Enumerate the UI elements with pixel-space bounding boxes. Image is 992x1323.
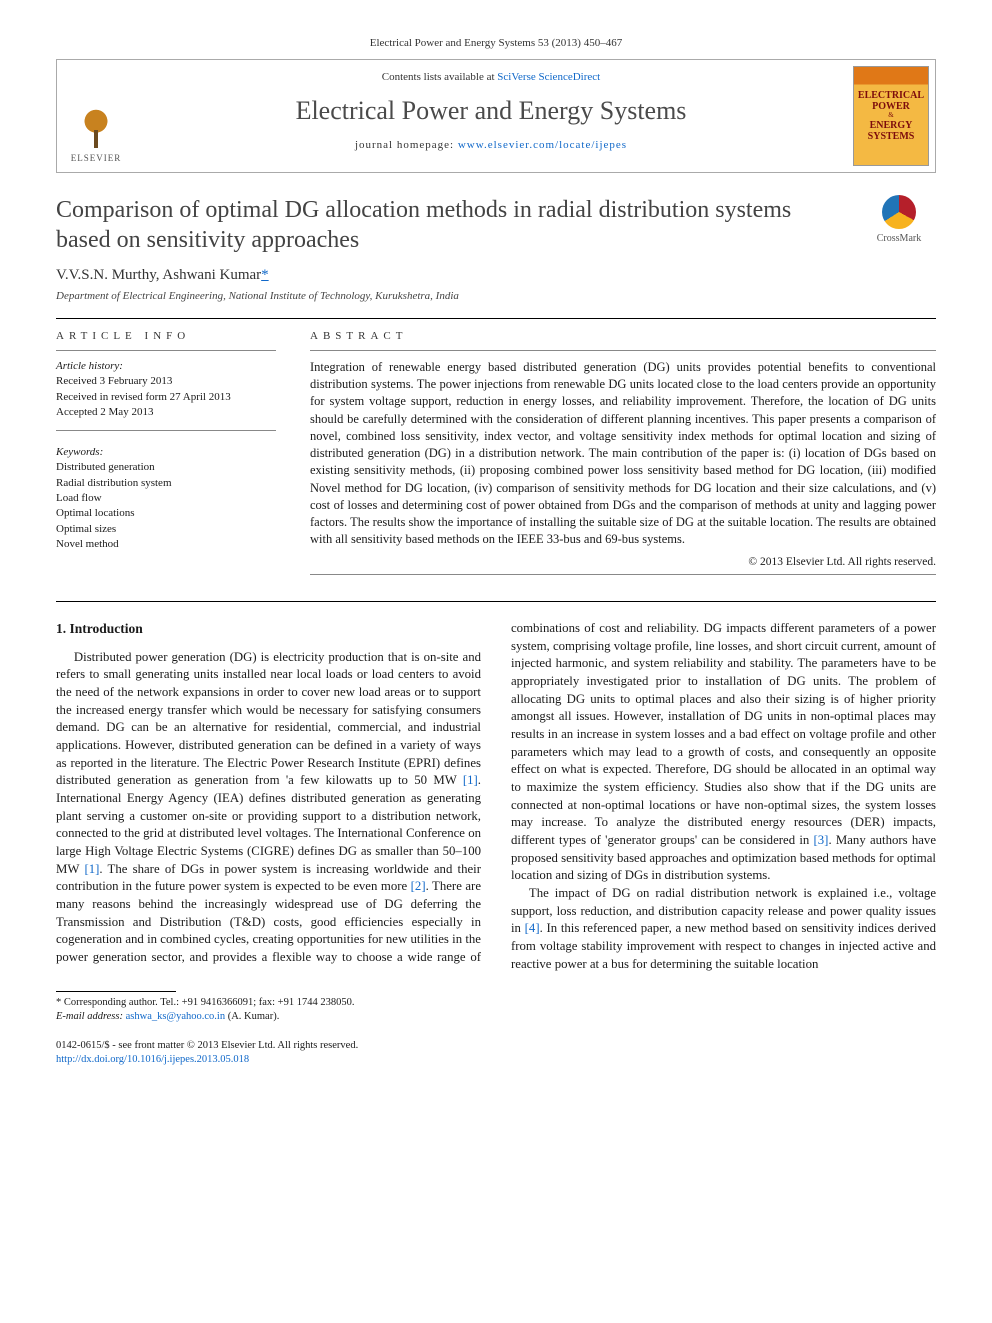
rule: [56, 601, 936, 602]
keywords-head: Keywords:: [56, 445, 276, 460]
citation-link[interactable]: [3]: [814, 833, 829, 847]
author-names: V.V.S.N. Murthy, Ashwani Kumar: [56, 267, 261, 283]
contents-prefix: Contents lists available at: [382, 71, 497, 83]
history-received: Received 3 February 2013: [56, 374, 276, 389]
body-text: . International Energy Agency (IEA) defi…: [56, 773, 481, 875]
corr-text: Corresponding author. Tel.: +91 94163660…: [64, 997, 355, 1008]
issn-line: 0142-0615/$ - see front matter © 2013 El…: [56, 1039, 936, 1053]
publisher-logo-cell: ELSEVIER: [57, 60, 135, 172]
homepage-prefix: journal homepage:: [355, 139, 458, 151]
abstract-head: ABSTRACT: [310, 329, 936, 344]
info-abstract-row: ARTICLE INFO Article history: Received 3…: [56, 329, 936, 583]
body-text: . In this referenced paper, a new method…: [511, 921, 936, 970]
abstract-copyright: © 2013 Elsevier Ltd. All rights reserved…: [310, 555, 936, 571]
keyword: Distributed generation: [56, 460, 276, 475]
crossmark-badge[interactable]: CrossMark: [862, 195, 936, 246]
citation-link[interactable]: [2]: [411, 879, 426, 893]
body-columns: 1. Introduction Distributed power genera…: [56, 620, 936, 973]
history-revised: Received in revised form 27 April 2013: [56, 390, 276, 405]
keyword: Load flow: [56, 491, 276, 506]
article-info-col: ARTICLE INFO Article history: Received 3…: [56, 329, 276, 583]
footnote-rule: [56, 991, 176, 992]
keyword: Radial distribution system: [56, 476, 276, 491]
citation-link[interactable]: [4]: [525, 921, 540, 935]
homepage-line: journal homepage: www.elsevier.com/locat…: [143, 138, 839, 153]
cover-line: &: [888, 112, 893, 120]
corresponding-note: * Corresponding author. Tel.: +91 941636…: [56, 996, 936, 1024]
article-history: Article history: Received 3 February 201…: [56, 359, 276, 421]
crossmark-icon: [882, 195, 916, 229]
paper-title: Comparison of optimal DG allocation meth…: [56, 195, 844, 255]
body-text: Distributed power generation (DG) is ele…: [56, 650, 481, 788]
abstract-text: Integration of renewable energy based di…: [310, 359, 936, 549]
elsevier-logo: ELSEVIER: [65, 92, 127, 164]
history-head: Article history:: [56, 360, 123, 372]
corr-star: *: [56, 997, 64, 1008]
elsevier-tree-icon: [72, 102, 120, 150]
journal-reference: Electrical Power and Energy Systems 53 (…: [56, 36, 936, 51]
journal-header: ELSEVIER Contents lists available at Sci…: [56, 59, 936, 173]
citation-link[interactable]: [1]: [463, 773, 478, 787]
keyword: Optimal locations: [56, 506, 276, 521]
crossmark-label: CrossMark: [877, 232, 921, 246]
page-footer: 0142-0615/$ - see front matter © 2013 El…: [56, 1039, 936, 1067]
article-info-head: ARTICLE INFO: [56, 329, 276, 344]
journal-cover-thumb: ELECTRICAL POWER & ENERGY SYSTEMS: [853, 66, 929, 166]
email-link[interactable]: ashwa_ks@yahoo.co.in: [126, 1011, 225, 1022]
rule: [310, 350, 936, 351]
body-paragraph: The impact of DG on radial distribution …: [511, 885, 936, 973]
keyword: Novel method: [56, 537, 276, 552]
corresponding-mark[interactable]: *: [261, 267, 269, 283]
homepage-link[interactable]: www.elsevier.com/locate/ijepes: [458, 139, 627, 151]
affiliation: Department of Electrical Engineering, Na…: [56, 289, 936, 304]
email-label: E-mail address:: [56, 1011, 126, 1022]
title-row: Comparison of optimal DG allocation meth…: [56, 195, 936, 255]
keywords-list: Distributed generation Radial distributi…: [56, 460, 276, 552]
cover-line: ELECTRICAL: [858, 90, 924, 101]
section-head-introduction: 1. Introduction: [56, 620, 481, 639]
keyword: Optimal sizes: [56, 522, 276, 537]
rule: [56, 350, 276, 351]
rule: [56, 318, 936, 319]
cover-line: SYSTEMS: [868, 131, 915, 142]
doi-link[interactable]: http://dx.doi.org/10.1016/j.ijepes.2013.…: [56, 1054, 249, 1065]
sciencedirect-link[interactable]: SciVerse ScienceDirect: [497, 71, 600, 83]
citation-link[interactable]: [1]: [84, 862, 99, 876]
contents-available-line: Contents lists available at SciVerse Sci…: [143, 70, 839, 85]
paper-page: Electrical Power and Energy Systems 53 (…: [0, 0, 992, 1107]
authors: V.V.S.N. Murthy, Ashwani Kumar*: [56, 265, 936, 285]
journal-name: Electrical Power and Energy Systems: [143, 93, 839, 128]
email-suffix: (A. Kumar).: [225, 1011, 279, 1022]
cover-thumb-cell: ELECTRICAL POWER & ENERGY SYSTEMS: [847, 60, 935, 172]
history-accepted: Accepted 2 May 2013: [56, 405, 276, 420]
publisher-name: ELSEVIER: [71, 152, 122, 164]
rule: [310, 574, 936, 575]
abstract-col: ABSTRACT Integration of renewable energy…: [310, 329, 936, 583]
cover-line: ENERGY: [870, 120, 913, 131]
header-center: Contents lists available at SciVerse Sci…: [135, 60, 847, 172]
rule: [56, 430, 276, 431]
